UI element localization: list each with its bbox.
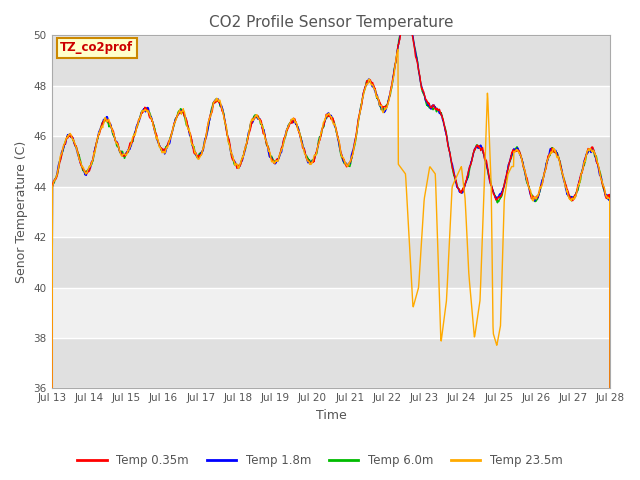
Bar xyxy=(52,288,611,338)
Bar xyxy=(52,36,611,86)
Text: TZ_co2prof: TZ_co2prof xyxy=(60,41,133,54)
Title: CO2 Profile Sensor Temperature: CO2 Profile Sensor Temperature xyxy=(209,15,453,30)
Bar xyxy=(52,338,611,388)
Bar xyxy=(52,136,611,187)
Bar xyxy=(52,86,611,136)
Bar xyxy=(52,237,611,288)
Bar xyxy=(52,187,611,237)
X-axis label: Time: Time xyxy=(316,409,346,422)
Legend: Temp 0.35m, Temp 1.8m, Temp 6.0m, Temp 23.5m: Temp 0.35m, Temp 1.8m, Temp 6.0m, Temp 2… xyxy=(73,449,567,472)
Y-axis label: Senor Temperature (C): Senor Temperature (C) xyxy=(15,141,28,283)
